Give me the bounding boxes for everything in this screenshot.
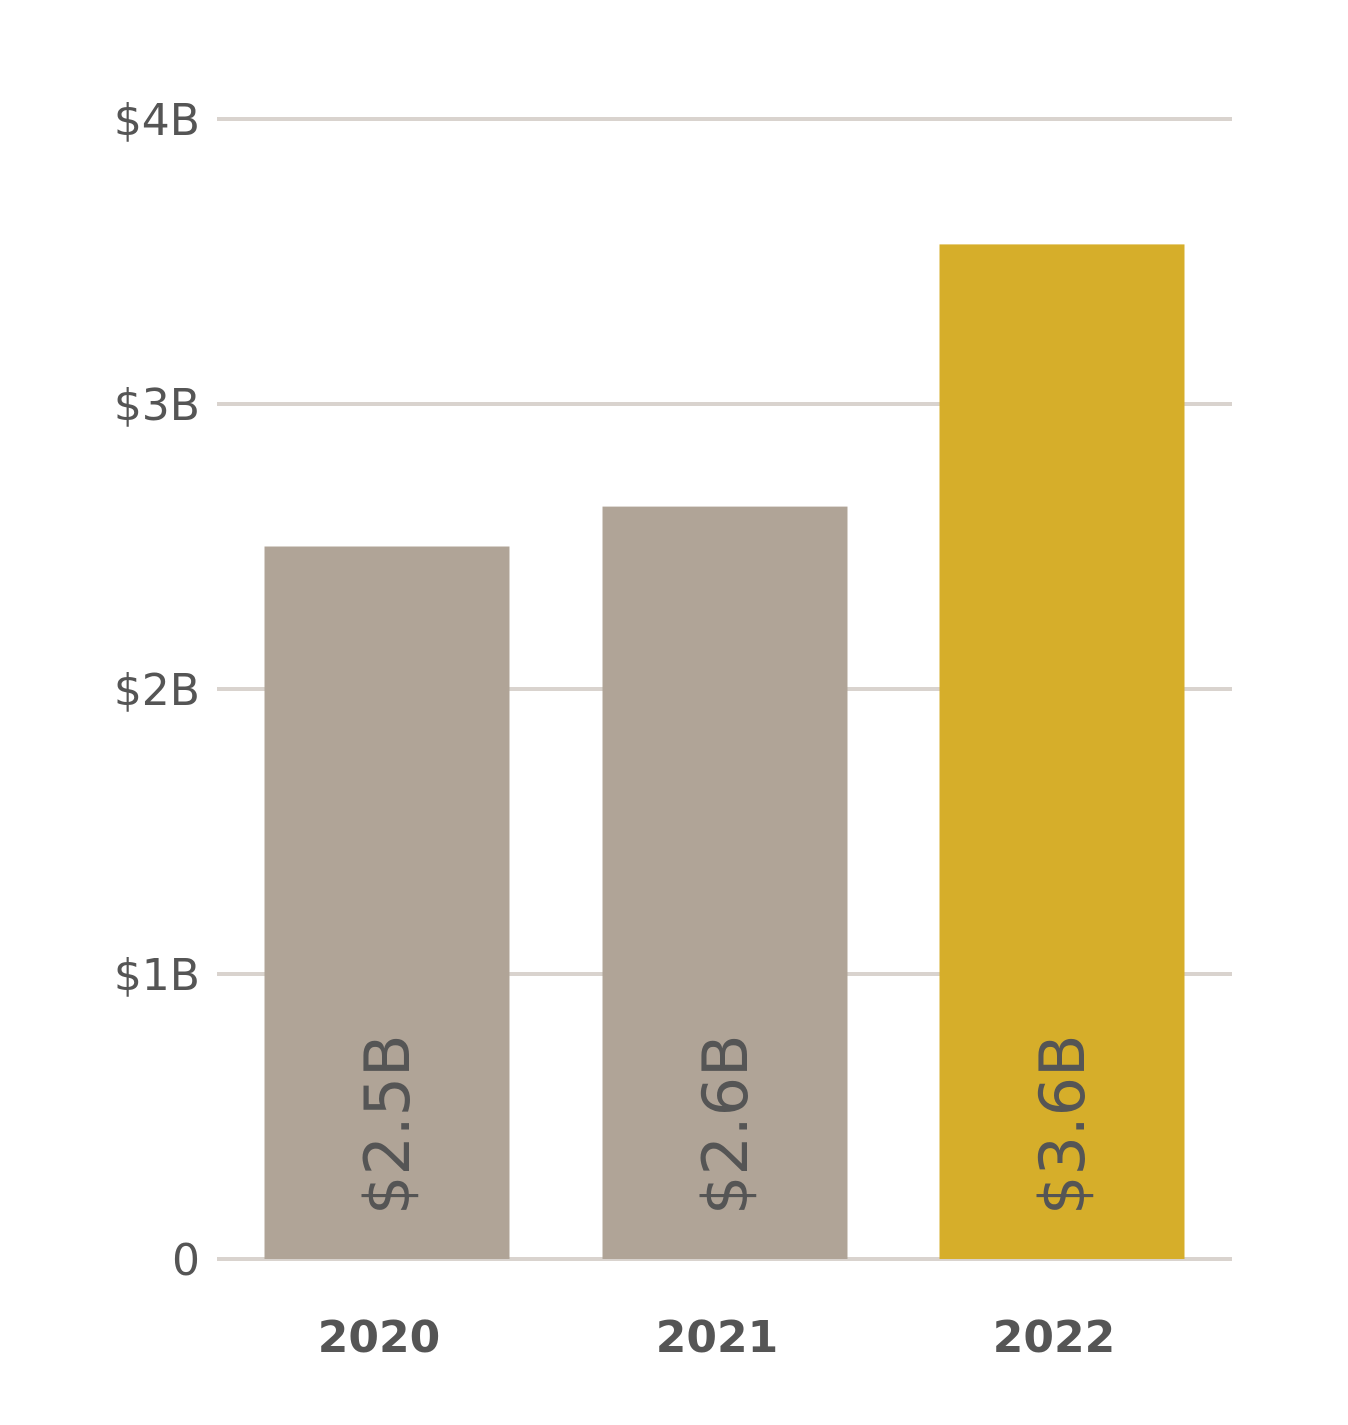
y-tick-label: 0 (172, 1235, 200, 1286)
bar-2020 (264, 546, 510, 1259)
x-tick-label: 2022 (993, 1312, 1115, 1363)
y-tick-label: $3B (114, 380, 200, 431)
x-axis-ticks: 2020 2021 2022 (318, 1312, 1115, 1363)
y-axis-ticks: 0 $1B $2B $3B $4B (114, 95, 200, 1286)
x-tick-label: 2020 (318, 1312, 440, 1363)
bars (264, 244, 1185, 1260)
y-tick-label: $1B (114, 950, 200, 1001)
y-tick-label: $4B (114, 95, 200, 146)
bar-data-label: $2.5B (351, 1034, 424, 1215)
y-tick-label: $2B (114, 665, 200, 716)
bar-data-labels: $2.5B $2.6B $3.6B (351, 1034, 1099, 1215)
x-tick-label: 2021 (656, 1312, 778, 1363)
bar-2021 (602, 506, 848, 1260)
bar-data-label: $3.6B (1026, 1034, 1099, 1215)
bar-data-label: $2.6B (689, 1034, 762, 1215)
bar-2022 (939, 244, 1185, 1259)
